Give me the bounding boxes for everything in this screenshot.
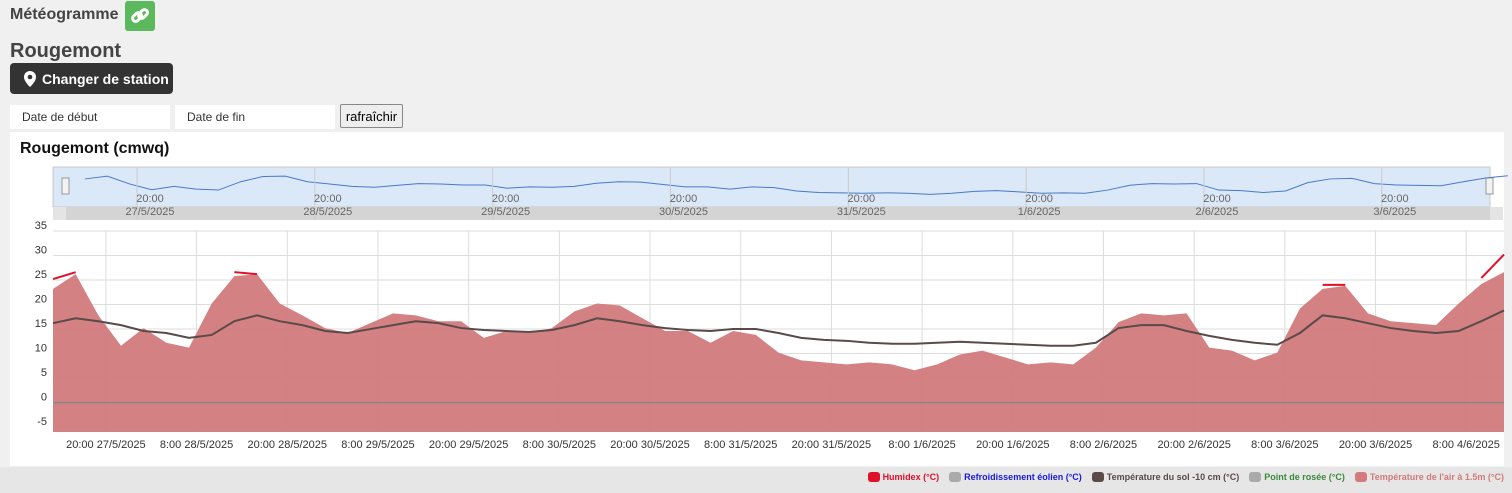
- x-tick-label: 20:00 29/5/2025: [428, 439, 509, 451]
- navigator-tick-label: 20:00 31/5/2025: [836, 193, 886, 218]
- scroll-right[interactable]: [1490, 207, 1503, 220]
- pin-icon: [24, 71, 36, 87]
- button-label: Changer de station: [42, 70, 169, 87]
- y-tick-label: 0: [41, 391, 47, 403]
- line-series: [234, 271, 258, 276]
- legend-label: Température du sol -10 cm (°C): [1106, 472, 1240, 482]
- navigator-tick-label: 20:00 28/5/2025: [303, 193, 353, 218]
- refresh-button[interactable]: rafraîchir: [340, 104, 403, 128]
- y-tick-label: 30: [35, 244, 47, 256]
- y-tick-label: 35: [35, 220, 47, 232]
- y-tick-label: 25: [35, 269, 47, 281]
- legend-label: Point de rosée (°C): [1264, 472, 1345, 482]
- navigator-series: [85, 175, 1508, 195]
- navigator-tick-label: 20:00 2/6/2025: [1195, 193, 1239, 218]
- x-tick-label: 20:00 27/5/2025: [66, 439, 146, 451]
- legend-swatch: [1354, 472, 1367, 482]
- station-name: Rougemont: [10, 40, 122, 62]
- legend-swatch: [867, 472, 880, 482]
- navigator-tick-label: 20:00 3/6/2025: [1373, 193, 1417, 218]
- navigator-tick-label: 20:00 30/5/2025: [659, 193, 708, 218]
- start-date-input[interactable]: Date de début: [10, 105, 170, 129]
- x-tick-label: 8:00 2/6/2025: [1069, 439, 1138, 451]
- page-title: Météogramme: [10, 6, 119, 23]
- x-tick-label: 20:00 30/5/2025: [610, 439, 690, 451]
- legend-item[interactable]: Température de l'air à 1.5m (°C): [1354, 472, 1504, 482]
- scroll-left[interactable]: [53, 207, 66, 220]
- legend-label: Humidex (°C): [882, 472, 940, 482]
- y-tick-label: 15: [35, 318, 47, 330]
- change-station-button[interactable]: Changer de station: [10, 63, 173, 94]
- legend-item[interactable]: Refroidissement éolien (°C): [949, 472, 1082, 482]
- x-tick-label: 20:00 2/6/2025: [1157, 439, 1231, 451]
- x-tick-label: 8:00 1/6/2025: [888, 439, 956, 451]
- y-tick-label: 20: [35, 293, 47, 305]
- x-tick-label: 8:00 31/5/2025: [704, 439, 778, 451]
- legend-item[interactable]: Humidex (°C): [867, 472, 940, 482]
- end-date-input[interactable]: Date de fin: [175, 105, 335, 129]
- navigator-handle[interactable]: [1485, 177, 1494, 195]
- x-tick-label: 20:00 28/5/2025: [247, 439, 328, 451]
- legend: Humidex (°C) Refroidissement éolien (°C) T…: [867, 472, 1504, 482]
- navigator-mask: [52, 166, 1491, 208]
- legend-swatch: [949, 472, 962, 482]
- legend-item[interactable]: Température du sol -10 cm (°C): [1091, 472, 1240, 482]
- navigator-tick-label: 20:00 1/6/2025: [1017, 193, 1061, 218]
- link-button[interactable]: [125, 1, 155, 31]
- link-icon: [131, 8, 149, 23]
- x-tick-label: 8:00 29/5/2025: [341, 439, 415, 451]
- line-series: [1480, 253, 1505, 279]
- navigator-tick-label: 20:00 27/5/2025: [125, 193, 175, 218]
- navigator-handle[interactable]: [61, 177, 70, 195]
- legend-label: Température de l'air à 1.5m (°C): [1369, 472, 1504, 482]
- line-series: [52, 271, 76, 281]
- area-series: [53, 272, 1504, 432]
- legend-item[interactable]: Point de rosée (°C): [1249, 472, 1345, 482]
- y-tick-label: 10: [35, 342, 47, 354]
- y-tick-label: -5: [37, 416, 47, 428]
- x-tick-label: 8:00 28/5/2025: [159, 439, 234, 451]
- x-tick-label: 8:00 30/5/2025: [522, 439, 597, 451]
- chart-title: Rougemont (cmwq): [20, 140, 170, 157]
- legend-swatch: [1249, 472, 1262, 482]
- scrollbar[interactable]: [53, 207, 1503, 220]
- x-tick-label: 8:00 4/6/2025: [1432, 439, 1500, 451]
- x-tick-label: 8:00 3/6/2025: [1251, 439, 1319, 451]
- x-tick-label: 20:00 31/5/2025: [791, 439, 872, 451]
- navigator-tick-label: 20:00 29/5/2025: [481, 193, 531, 218]
- legend-label: Refroidissement éolien (°C): [964, 472, 1082, 482]
- x-tick-label: 20:00 1/6/2025: [976, 439, 1050, 451]
- x-tick-label: 20:00 3/6/2025: [1338, 439, 1413, 451]
- y-tick-label: 5: [41, 367, 47, 379]
- legend-swatch: [1091, 472, 1104, 482]
- line-series: [52, 309, 1505, 347]
